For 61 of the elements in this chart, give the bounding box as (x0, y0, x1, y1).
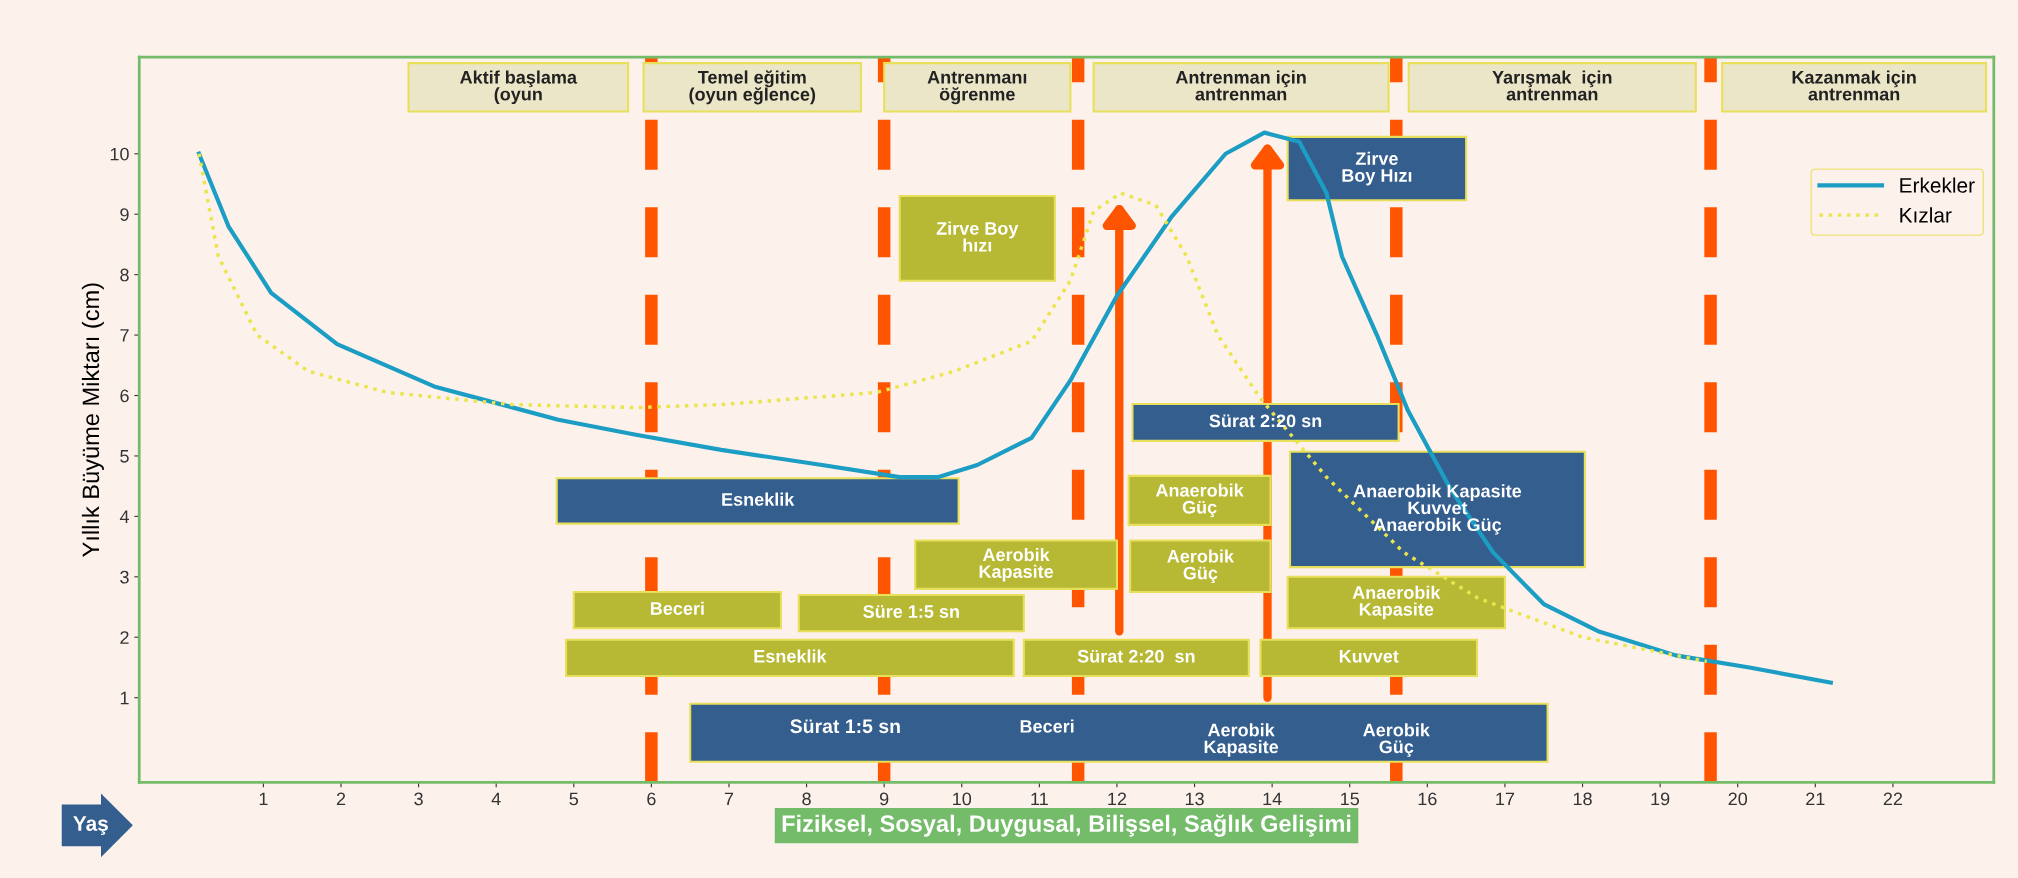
y-tick-label: 7 (120, 329, 129, 342)
x-tick-label: 16 (1418, 792, 1437, 806)
annotation: Anaerobik Kapasite Kuvvet Anaerobik Güç (1353, 484, 1522, 535)
annotation: Antrenman için antrenman (1175, 70, 1306, 101)
x-tick-label: 7 (724, 792, 734, 806)
annotation: Kazanmak için antrenman (1792, 70, 1916, 101)
x-tick-label: 13 (1185, 792, 1204, 806)
annotation: Aerobik Güç (1363, 723, 1430, 757)
x-tick-label: 8 (802, 792, 811, 806)
x-tick-label: 10 (953, 792, 972, 806)
x-tick-label: 17 (1496, 792, 1515, 806)
x-tick-label: 5 (569, 792, 579, 806)
annotation: Esneklik (722, 492, 795, 506)
x-tick-label: 11 (1031, 792, 1048, 806)
x-tick-label: 2 (336, 792, 346, 806)
x-tick-label: 14 (1263, 792, 1282, 806)
x-tick-label: 19 (1651, 792, 1670, 806)
y-tick-label: 4 (119, 510, 129, 523)
x-axis-title: Fiziksel, Sosyal, Duygusal, Bilişsel, Sağlık Gelişimi (782, 814, 1351, 837)
x-tick-label: 1 (259, 792, 268, 806)
x-tick-label: 21 (1806, 792, 1825, 806)
annotation: Aktif başlama (oyun (460, 70, 578, 105)
annotation: Esneklik (754, 649, 827, 663)
annotation: Anaerobik Kapasite (1352, 585, 1441, 620)
x-tick-label: 3 (414, 792, 423, 806)
x-tick-label: 9 (879, 792, 889, 806)
y-tick-label: 9 (120, 208, 129, 221)
y-tick-label: 3 (120, 570, 129, 584)
x-tick-label: 20 (1728, 792, 1748, 806)
annotation: Kuvvet (1339, 650, 1399, 663)
annotation: Beceri (650, 601, 704, 615)
annotation: Sürat 1:5 sn (790, 719, 900, 734)
annotation: Süre 1:5 sn (863, 605, 959, 618)
text: Yaş (73, 816, 108, 836)
annotation: Temel eğitim (oyun eğlence) (689, 70, 816, 105)
y-tick-label: 1 (120, 691, 129, 705)
annotation: Zirve Boy hızı (936, 221, 1019, 252)
annotation: Anaerobik Güç (1155, 483, 1244, 518)
y-tick-label: 5 (120, 450, 129, 463)
annotation: Aerobik Güç (1167, 549, 1234, 584)
x-tick-label: 18 (1573, 792, 1592, 806)
x-tick-label: 15 (1341, 792, 1360, 806)
x-tick-label: 6 (647, 792, 656, 806)
annotation: Beceri (1020, 719, 1074, 733)
y-tick-label: 6 (120, 389, 129, 403)
legend-label: Erkekler (1900, 177, 1975, 193)
y-axis-title: Yıllık Büyüme Miktarı (cm) (81, 283, 104, 557)
legend-label: Kızlar (1900, 207, 1952, 223)
annotation: Zirve Boy Hızı (1342, 151, 1412, 186)
annotation: Aerobik Kapasite (1204, 723, 1279, 757)
annotation: Aerobik Kapasite (979, 547, 1054, 582)
x-tick-label: 4 (491, 792, 501, 806)
annotation: Yarışmak için antrenman (1492, 70, 1612, 101)
y-tick-label: 10 (110, 147, 129, 161)
annotation: Antrenmanı öğrenme (927, 70, 1027, 105)
x-tick-label: 12 (1108, 792, 1127, 806)
annotation: Sürat 2:20 sn (1209, 414, 1322, 428)
x-tick-label: 22 (1883, 792, 1903, 806)
y-tick-label: 2 (120, 631, 129, 644)
annotation: Sürat 2:20 sn (1077, 649, 1195, 663)
y-tick-label: 8 (120, 268, 129, 282)
